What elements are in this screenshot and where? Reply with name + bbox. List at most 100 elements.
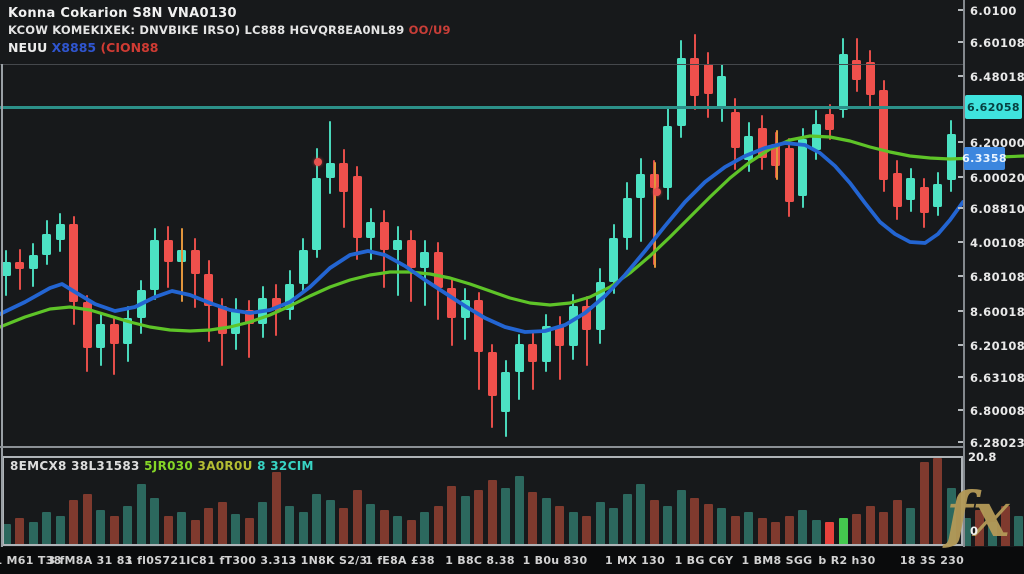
volume-bar	[622, 494, 632, 546]
volume-bar	[892, 500, 902, 546]
candle-down	[487, 352, 497, 396]
pane-left-border	[1, 64, 3, 547]
price-axis-label: 6.20108	[970, 339, 1024, 353]
volume-bar	[109, 516, 119, 546]
legend-divider	[0, 64, 964, 65]
price-axis-tick	[958, 9, 965, 11]
volume-bar	[582, 516, 591, 546]
volume-bar	[690, 498, 699, 546]
volume-scale-label: 20.8	[968, 450, 997, 464]
volume-bar	[879, 512, 888, 546]
time-axis-label: 1 fl0S721IC8	[125, 554, 207, 567]
candle-up	[541, 326, 551, 362]
volume-bar	[1013, 516, 1023, 546]
volume-bar	[946, 488, 956, 546]
candle-down	[528, 344, 537, 362]
volume-bar	[595, 502, 605, 546]
volume-bar	[636, 484, 645, 546]
candle-down	[703, 64, 713, 94]
volume-bar	[649, 500, 659, 546]
ma-legend-value-red: (CION88	[100, 39, 159, 55]
volume-bar	[15, 518, 24, 546]
ma-legend-value-blue: X8885	[51, 39, 97, 55]
volume-zero-label: 0	[970, 524, 979, 538]
time-axis-label: 1 BG C6Y	[674, 554, 734, 567]
price-pane-bottom-border	[0, 446, 964, 448]
volume-bar	[177, 512, 186, 546]
candle-down	[852, 60, 861, 80]
volume-bar	[366, 504, 375, 546]
volume-bar	[865, 506, 875, 546]
candle-up	[96, 324, 105, 348]
candle-wick	[113, 316, 115, 375]
volume-bar	[744, 512, 753, 546]
price-axis-label: 4.00108	[970, 236, 1024, 250]
volume-bar	[717, 508, 726, 546]
volume-bar	[460, 496, 470, 546]
volume-bar	[974, 510, 984, 546]
volume-bar	[906, 508, 915, 546]
price-axis-line	[963, 0, 965, 547]
volume-bar	[28, 522, 38, 546]
candle-down	[690, 58, 699, 96]
volume-bar	[784, 516, 794, 546]
volume-bar	[204, 508, 213, 546]
volume-bar	[555, 506, 564, 546]
volume-bar	[352, 490, 362, 546]
volume-bar	[528, 492, 537, 546]
volume-bar	[217, 502, 227, 546]
volume-bar	[961, 518, 971, 546]
volume-bar	[609, 508, 618, 546]
price-axis-label: 6.60108	[970, 36, 1024, 50]
candle-down	[730, 112, 740, 148]
time-axis-label: 1 MX 130	[604, 554, 666, 567]
price-tag-cyan: 6.62058	[965, 95, 1022, 119]
time-axis-label: 1 fE8A £38	[365, 554, 435, 567]
candle-up	[514, 344, 524, 372]
price-axis-label: 6.28023	[970, 436, 1024, 450]
price-axis-tick	[958, 376, 965, 378]
candle-down	[109, 324, 119, 344]
volume-bar	[244, 518, 254, 546]
volume-bar	[312, 494, 321, 546]
price-axis-label: 6.00020	[970, 171, 1024, 185]
volume-bar	[541, 498, 551, 546]
price-axis[interactable]: 6.0100 6.60108 6.48018 6.20000 6.00020 6.0881…	[958, 0, 1024, 547]
horizontal-price-line[interactable]	[0, 106, 964, 109]
time-axis-label: 3 1N8K S2/3	[288, 554, 368, 567]
volume-bar	[919, 462, 929, 546]
indicator-value-red: OO/U9	[408, 22, 451, 37]
volume-bar	[150, 498, 159, 546]
volume-bar	[447, 486, 456, 546]
volume-bar	[298, 512, 308, 546]
ma-legend-label: NEUU	[8, 39, 48, 55]
volume-bar	[1, 524, 11, 546]
volume-bar	[163, 516, 173, 546]
volume-bar	[568, 512, 578, 546]
candle-up	[717, 76, 726, 108]
candle-down	[555, 326, 564, 346]
volume-bar	[703, 504, 713, 546]
volume-bar	[730, 516, 740, 546]
indicator-legend-line: KCOW KOMEKIXEK: DNVBIKE IRSO) LC888 HGVQ…	[8, 23, 451, 39]
time-axis[interactable]: 1 M61 T38 3 fM8A 31 83 1 fl0S721IC8 1 fT300…	[0, 547, 1024, 574]
time-axis-label: 18 3S 230	[899, 554, 965, 567]
price-axis-label: 6.80008	[970, 404, 1024, 418]
price-tag-blue: 6.3358	[962, 147, 1007, 170]
price-axis-label: 6.48018	[970, 70, 1024, 84]
volume-bar	[231, 514, 240, 546]
price-axis-tick	[958, 75, 965, 77]
volume-bar	[474, 490, 483, 546]
volume-bar	[339, 508, 348, 546]
price-axis-label: 6.0100	[970, 4, 1017, 18]
time-axis-label: b R2 h30	[818, 554, 876, 567]
ma-legend-line: NEUU X8885 (CION88	[8, 39, 451, 56]
volume-bar	[1000, 506, 1010, 546]
time-axis-label: 1 B8C 8.38	[445, 554, 515, 567]
volume-bar	[663, 506, 672, 546]
price-axis-label: 6.80108	[970, 270, 1024, 284]
price-axis-tick	[958, 409, 965, 411]
volume-legend-title: 8EMCX8 38L31583	[10, 459, 140, 473]
volume-bar	[82, 494, 92, 546]
volume-pane[interactable]	[2, 456, 963, 546]
